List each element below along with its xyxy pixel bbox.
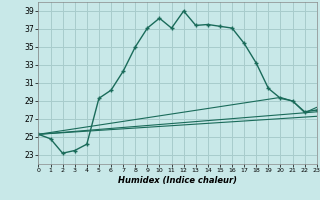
X-axis label: Humidex (Indice chaleur): Humidex (Indice chaleur) <box>118 176 237 185</box>
